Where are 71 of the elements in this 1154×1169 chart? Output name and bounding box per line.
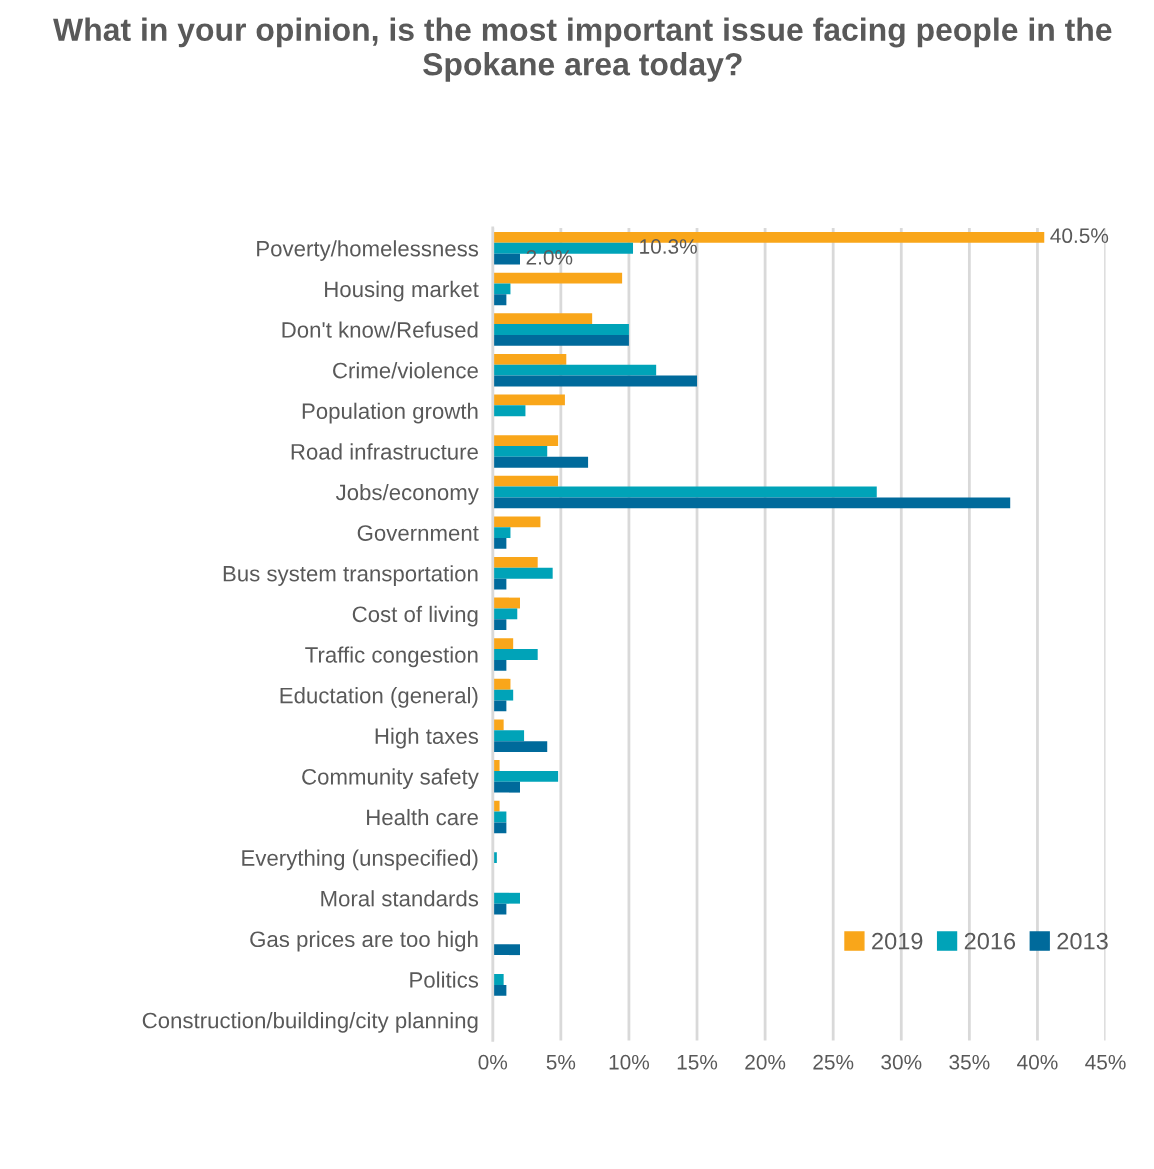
bar [492, 719, 504, 731]
bar [492, 486, 877, 498]
y-tick-label: Population growth [302, 402, 478, 424]
bar [492, 283, 511, 295]
bar [492, 435, 559, 446]
legend-label: 2016 [964, 932, 1016, 950]
bar [492, 944, 520, 956]
bar [492, 974, 504, 985]
x-tick-label: 25% [813, 1054, 854, 1070]
bar [492, 394, 565, 406]
bar [492, 638, 514, 650]
y-tick-label: Moral standards [321, 890, 479, 907]
y-tick-label: Traffic congestion [305, 646, 478, 668]
y-tick-label: Bus system transportation [223, 565, 478, 586]
y-tick-label: Gas prices are too high [250, 930, 478, 952]
y-tick-label: High taxes [375, 727, 479, 749]
bar [492, 456, 589, 468]
bar [492, 324, 629, 335]
bar [492, 475, 559, 487]
data-label: 40.5% [1050, 228, 1109, 244]
bar [492, 527, 511, 539]
bar [492, 375, 698, 387]
y-tick-label: Community safety [302, 768, 479, 790]
y-tick-label: Housing market [325, 280, 479, 302]
bar [492, 353, 567, 365]
x-tick-label: 45% [1085, 1054, 1126, 1070]
y-tick-label: Poverty/homelessness [257, 240, 479, 261]
bar [492, 445, 548, 457]
y-tick-label: Politics [410, 971, 479, 988]
bar [492, 334, 629, 346]
x-tick-label: 0% [478, 1054, 508, 1070]
bar [492, 567, 553, 579]
y-tick-label: Everything (unspecified) [242, 849, 478, 871]
y-tick-label: Construction/building/city planning [142, 1012, 478, 1033]
bar [492, 516, 541, 528]
y-tick-label: Crime/violence [333, 362, 478, 379]
bar [492, 781, 520, 793]
bar [492, 253, 520, 265]
bar [492, 497, 1011, 509]
bar [492, 892, 520, 904]
bar [492, 770, 559, 782]
x-tick-label: 10% [609, 1054, 650, 1070]
data-label: 2.0% [526, 249, 573, 265]
bar [492, 678, 511, 690]
x-tick-label: 30% [881, 1054, 922, 1070]
bar [492, 608, 518, 620]
y-tick-label: Road infrastructure [291, 443, 478, 460]
x-tick-label: 40% [1017, 1054, 1058, 1070]
bar [492, 272, 623, 284]
chart-title: What in your opinion, is the most important issue facing people in the Spokane area today? [53, 17, 1112, 82]
x-tick-label: 15% [677, 1054, 718, 1070]
y-tick-label: Health care [367, 808, 478, 826]
y-tick-label: Government [357, 525, 479, 541]
y-tick-label: Jobs/economy [335, 483, 479, 505]
x-tick-label: 20% [745, 1054, 786, 1070]
bar [492, 405, 526, 417]
bar [492, 741, 548, 752]
bar [492, 364, 657, 376]
x-tick-label: 35% [949, 1054, 990, 1070]
y-tick-label: Cost of living [352, 605, 478, 627]
legend-label: 2019 [872, 932, 923, 950]
bar [492, 313, 593, 325]
bar [492, 557, 538, 568]
legend-label: 2013 [1057, 932, 1108, 950]
bar [492, 730, 525, 742]
y-tick-label: Don't know/Refused [282, 321, 478, 338]
bar [492, 649, 538, 660]
data-label: 10.3% [640, 239, 697, 254]
bar [492, 689, 514, 701]
x-tick-label: 5% [546, 1054, 576, 1070]
y-tick-label: Eductation (general) [280, 687, 478, 708]
